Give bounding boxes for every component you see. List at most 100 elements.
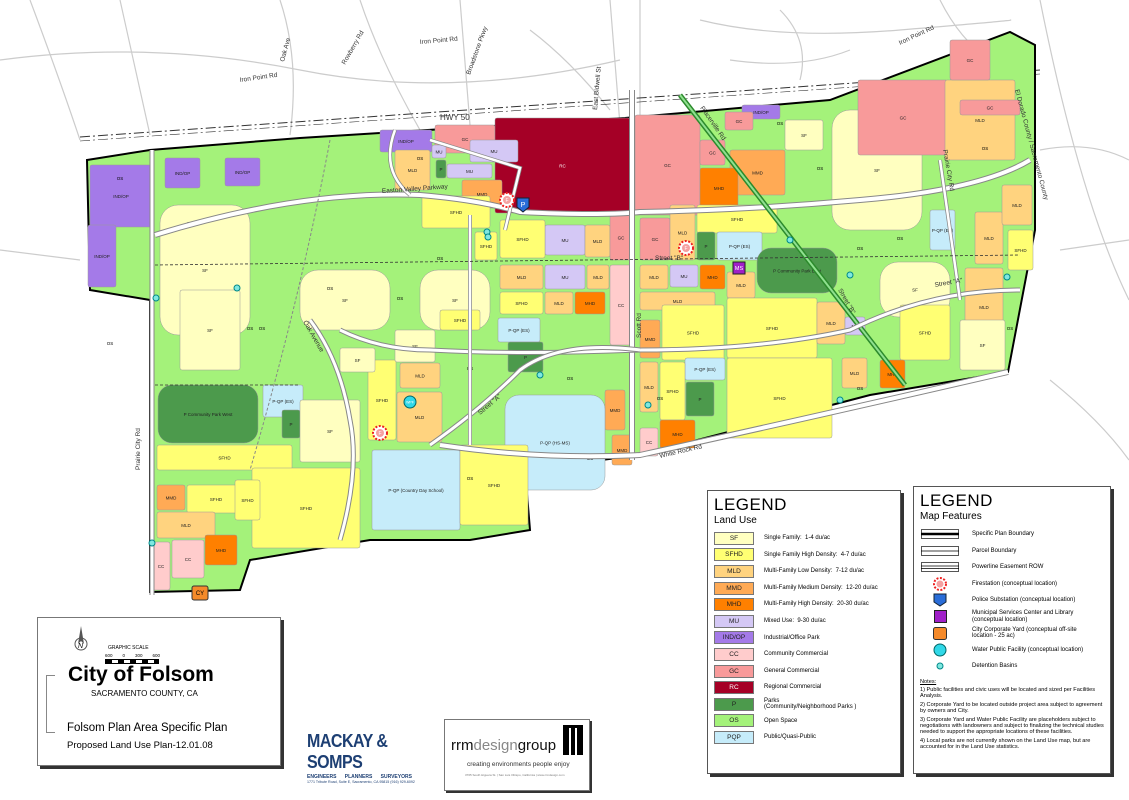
legend-label: Single Family High Density: 4-7 du/ac — [764, 551, 866, 558]
legend-item-gc: GC General Commercial — [708, 663, 900, 680]
legend-label: Police Substation (conceptual location) — [972, 597, 1076, 603]
legend-label: Parks (Community/Neighborhood Parks ) — [764, 697, 857, 711]
parcel-mhd: MHD — [574, 291, 606, 315]
parcel-label: P-QP (ES) — [272, 399, 294, 404]
parcel-label: MLD — [181, 523, 191, 528]
parcel-label: P Community Park West — [184, 412, 234, 417]
logo-name: MACKAY & SOMPS — [307, 732, 388, 773]
parcel-mhd: MHD — [699, 167, 739, 209]
rrm-mark-icon — [563, 725, 583, 755]
road-label-street-a-2: Street "A" — [934, 277, 964, 289]
parcel-sf: SF — [179, 289, 241, 371]
road-label-east-bidwell: East Bidwell St — [592, 66, 603, 110]
logo-tagline: ENGINEERS PLANNERS SURVEYORS — [307, 774, 412, 780]
open-space-label: OS — [327, 286, 334, 291]
legend-label: Public/Quasi-Public — [764, 734, 817, 741]
parcel-gc: GC — [634, 114, 701, 216]
detention-icon — [920, 662, 960, 670]
detention-basin-icon — [536, 371, 544, 379]
legend-item-firestation: Firestation (conceptual location) — [914, 576, 1110, 593]
parcel-label: IND/OP — [753, 110, 769, 115]
parcel-sfhd: SFHD — [1007, 229, 1034, 271]
parcel-label: IND/OP — [235, 170, 251, 175]
parcel-label: MLD — [415, 374, 425, 379]
parcel-label: SF — [412, 344, 418, 349]
road-label-oak-ave: Oak Ave — [279, 37, 292, 63]
legend-label: Mixed Use: 9-30 du/ac — [764, 618, 826, 625]
land-use-legend: LEGEND Land Use SF Single Family: 1-4 du/… — [707, 490, 901, 774]
title-block: N GRAPHIC SCALE 600 0 300 600 City of Fo… — [37, 617, 281, 766]
parcel-label: MHD — [707, 275, 718, 280]
note: 2) Corporate Yard to be located outside … — [920, 701, 1103, 715]
legend-label: Open Space — [764, 717, 798, 724]
parcel-label: MLD — [408, 168, 418, 173]
parcel-sfhd: SFHD — [499, 219, 546, 259]
open-space-label: OS — [897, 236, 904, 241]
legend-title: LEGEND — [920, 491, 993, 510]
scale-tick: 300 — [135, 653, 143, 658]
parcel-label: MMD — [645, 337, 656, 342]
open-space-label: OS — [437, 256, 444, 261]
legend-label: Single Family: 1-4 du/ac — [764, 535, 831, 542]
plan-date: Proposed Land Use Plan-12.01.08 — [67, 740, 213, 751]
parcel-label: P — [524, 355, 527, 360]
parcel-mld: MLD — [639, 361, 659, 413]
detention-basin-icon — [1003, 273, 1011, 281]
main-roads — [149, 90, 1032, 595]
parcel-cc: CC — [151, 541, 171, 591]
parcel-label: GC — [462, 137, 470, 142]
bracket — [46, 675, 55, 733]
legend-item-cc: CC Community Commercial — [708, 646, 900, 663]
parcel-mld: MLD — [639, 264, 669, 290]
logo-name-2: design — [473, 737, 518, 754]
parcel-mu: MU — [431, 144, 447, 159]
logo-address: 3765 South Higuera St. | San Luis Obispo… — [465, 773, 565, 777]
parcel-label: MU — [681, 274, 688, 279]
legend-item-corp-yard: City Corporate Yard (conceptual off-site… — [914, 625, 1110, 642]
parcel-label: MLD — [1012, 203, 1022, 208]
parcel-label: SF — [342, 298, 348, 303]
parcel-label: GC — [709, 151, 717, 156]
note: 1) Public facilities and civic uses will… — [920, 686, 1096, 700]
legend-item-mmd: MMD Multi-Family Medium Density: 12-20 du… — [708, 580, 900, 597]
parcel-sfhd: SFHD — [499, 291, 544, 315]
powerline-easement-icon — [920, 562, 960, 573]
parcel-p: P — [696, 231, 716, 261]
open-space-label: OS — [107, 341, 114, 346]
parcel-label: MU — [436, 150, 443, 155]
parcel-label: GC — [652, 237, 660, 242]
parcel-label: SFHD — [666, 389, 679, 394]
parcel-p-qp-country-day-school-: P-QP (Country Day School) — [371, 449, 461, 531]
legend-swatch: OS — [714, 714, 754, 728]
parcel-label: MLD — [979, 305, 989, 310]
parcel-p-qp-es-: P-QP (ES) — [497, 317, 541, 343]
north-arrow-icon: N — [74, 626, 88, 651]
parcel-label: P-QP (ES) — [932, 228, 954, 233]
legend-item-specific-plan-boundary: Specific Plan Boundary — [914, 526, 1110, 543]
firestation-icon: F — [372, 425, 388, 441]
parcel-label: MU — [491, 149, 498, 154]
parcel-sfhd: SFHD — [459, 444, 529, 526]
parcel-label: P — [439, 167, 442, 172]
detention-basin-icon — [786, 236, 794, 244]
parcel-label: MMD — [166, 496, 177, 501]
legend-label: Community Commercial — [764, 651, 829, 658]
legend-label: Multi-Family Low Density: 7-12 du/ac — [764, 568, 865, 575]
parcel-mld: MLD — [586, 264, 610, 290]
parcel-label: P — [698, 397, 701, 402]
parcel-label: SF — [980, 343, 986, 348]
parcel-label: MMD — [617, 448, 628, 453]
parcel-label: GC — [736, 119, 744, 124]
parcel-gc: GC — [857, 79, 949, 156]
parcel-label: IND/OP — [398, 139, 414, 144]
legend-swatch: MU — [714, 614, 754, 628]
map-features-legend: LEGEND Map Features Specific Plan Bounda… — [913, 486, 1111, 774]
parcel-p-community-park-east: P Community Park East — [756, 247, 838, 294]
parcel-label: MLD — [593, 239, 603, 244]
road-label-easton-valley: Easton Valley Parkway — [382, 183, 449, 195]
open-space-label: OS — [247, 326, 254, 331]
parcel-mld: MLD — [944, 79, 1016, 161]
parcel-label: MHD — [216, 548, 227, 553]
legend-label: City Corporate Yard (conceptual off-site… — [972, 626, 1077, 640]
